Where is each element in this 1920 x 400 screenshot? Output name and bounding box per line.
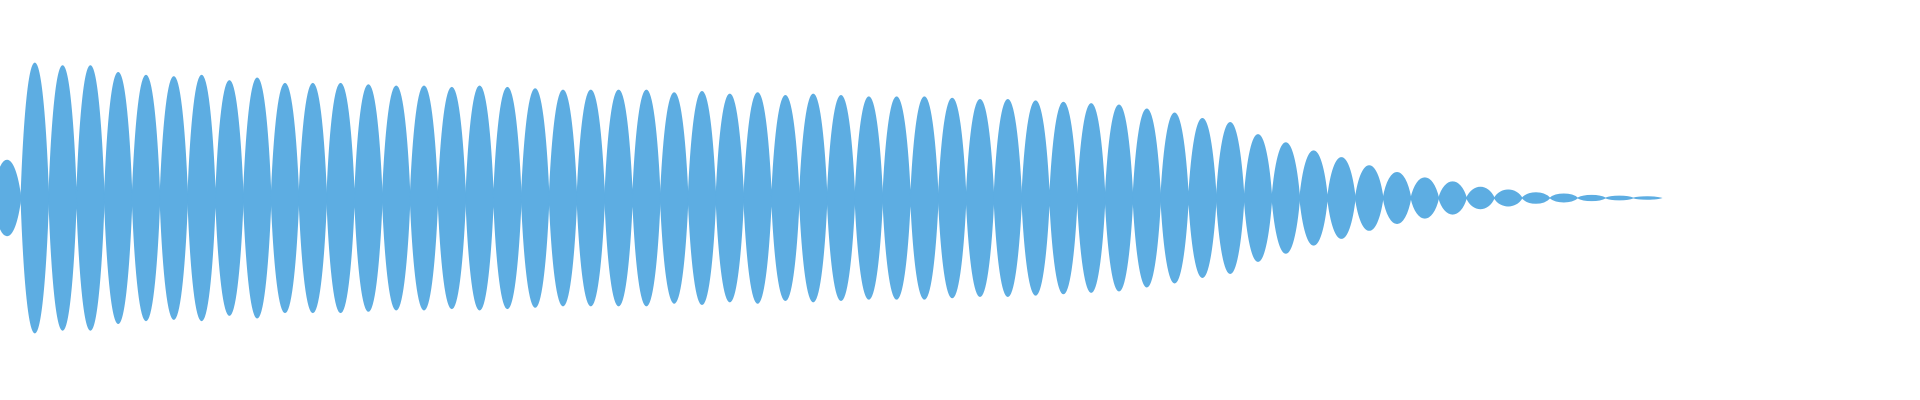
wave-lobe [1631,196,1663,200]
wave-lobe [1549,193,1579,203]
wave-lobe [1576,194,1607,202]
wave-lobe [1604,195,1635,201]
